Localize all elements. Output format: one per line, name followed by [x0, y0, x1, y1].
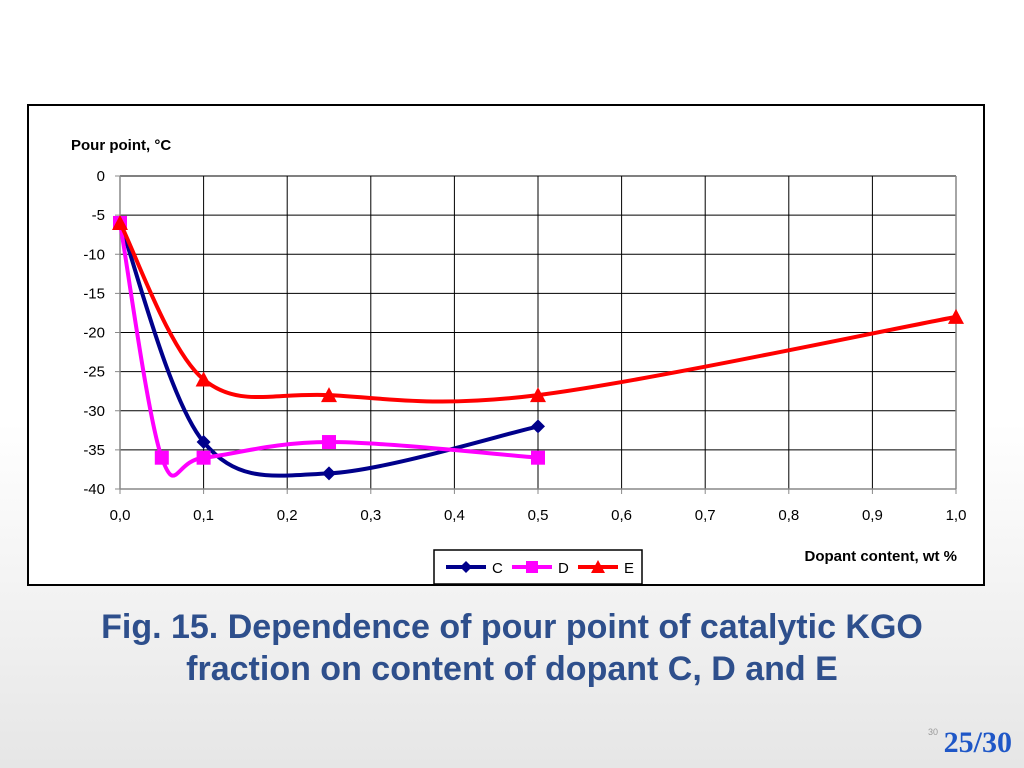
- data-point-D: [531, 450, 545, 465]
- data-point-C: [196, 435, 211, 450]
- data-point-C: [531, 419, 545, 434]
- x-tick-label: 0,2: [277, 507, 298, 524]
- y-tick-label: -25: [83, 364, 105, 381]
- legend-marker-E: [591, 560, 605, 573]
- caption-line-2: fraction on content of dopant C, D and E: [186, 650, 838, 688]
- y-tick-label: -40: [83, 481, 105, 498]
- y-tick-label: -5: [92, 207, 105, 224]
- data-point-E: [195, 371, 212, 387]
- legend-marker-D: [526, 561, 538, 573]
- data-point-D: [154, 450, 169, 465]
- x-tick-label: 0,8: [778, 507, 799, 524]
- slide-number: 30: [928, 727, 939, 737]
- chart-frame: 0,0 0,1 0,2 0,3 0,4 0,5 0,6 0,7 0,8 0,9 1,0 0 -5 -10 -…: [27, 104, 985, 586]
- y-tick-label: -10: [83, 246, 105, 263]
- data-point-D: [196, 450, 211, 465]
- data-point-E: [948, 308, 964, 324]
- y-tick-label: 0: [97, 168, 105, 185]
- x-tick-label: 0,4: [444, 507, 465, 524]
- x-tick-label: 0,5: [528, 507, 549, 524]
- legend-label-C: C: [492, 560, 503, 577]
- page-counter: 25/30: [943, 726, 1012, 759]
- x-tick-label: 0,7: [695, 507, 716, 524]
- series-line-E: [118, 220, 958, 404]
- legend-marker-C: [460, 561, 472, 573]
- y-tick-label: -35: [83, 442, 105, 459]
- figure-caption: Fig. 15. Dependence of pour point of cat…: [0, 606, 1024, 690]
- data-point-D: [322, 435, 336, 450]
- caption-line-1: Fig. 15. Dependence of pour point of cat…: [101, 608, 923, 646]
- y-axis-title: Pour point, °C: [71, 137, 171, 154]
- y-tick-label: -15: [83, 285, 105, 302]
- data-point-E: [112, 214, 128, 230]
- x-tick-label: 0,6: [611, 507, 632, 524]
- data-point-E: [321, 387, 337, 403]
- legend-label-D: D: [558, 560, 569, 577]
- x-tick-label: 1,0: [946, 507, 967, 524]
- x-tick-label: 0,0: [110, 507, 131, 524]
- x-tick-label: 0,1: [193, 507, 214, 524]
- chart-svg: 0,0 0,1 0,2 0,3 0,4 0,5 0,6 0,7 0,8 0,9 1,0 0 -5 -10 -…: [71, 137, 967, 584]
- x-tick-label: 0,3: [360, 507, 381, 524]
- y-tick-label: -30: [83, 403, 105, 420]
- data-point-C: [322, 466, 336, 481]
- y-tick-label: -20: [83, 325, 105, 342]
- legend-label-E: E: [624, 560, 634, 577]
- x-axis-title: Dopant content, wt %: [805, 548, 958, 565]
- x-tick-label: 0,9: [862, 507, 883, 524]
- data-point-E: [530, 387, 546, 403]
